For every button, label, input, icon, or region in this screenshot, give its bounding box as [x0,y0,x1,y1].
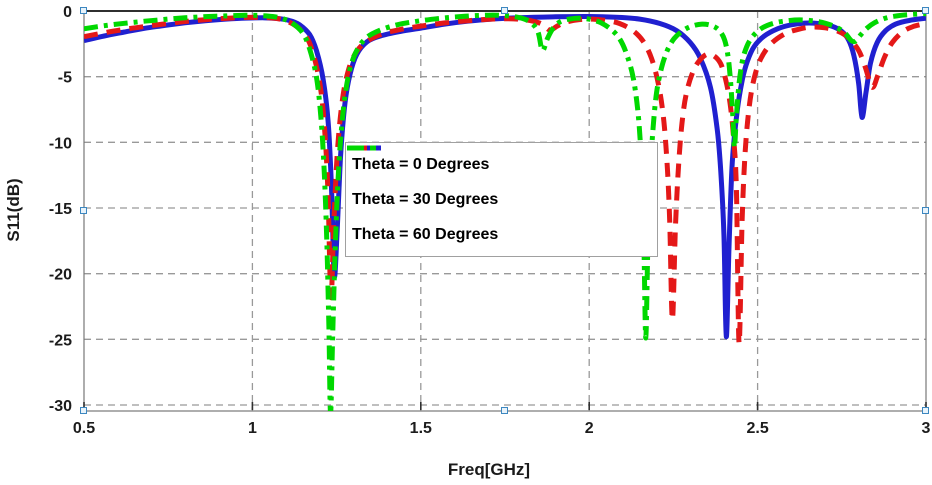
selection-handle-top-middle[interactable] [501,7,508,14]
y-tick-label: -15 [49,201,72,218]
selection-handle-bottom-left[interactable] [80,407,87,414]
x-tick-label: 1 [248,420,257,437]
x-axis-title: Freq[GHz] [447,460,531,479]
selection-handle-bottom-right[interactable] [922,407,929,414]
legend-item-theta-0[interactable]: Theta = 0 Degrees [347,145,651,174]
selection-handle-middle-left[interactable] [80,207,87,214]
x-tick-label: 3 [922,420,931,437]
y-axis-title: S11(dB) [4,178,23,242]
legend[interactable]: Theta = 0 Degrees Theta = 30 Degrees The… [345,142,658,257]
legend-label-theta-30: Theta = 30 Degrees [352,190,499,208]
legend-label-theta-0: Theta = 0 Degrees [352,155,490,173]
selection-handle-bottom-middle[interactable] [501,407,508,414]
y-tick-label: 0 [63,4,72,21]
legend-label-theta-60: Theta = 60 Degrees [352,225,499,243]
selection-handle-top-left[interactable] [80,7,87,14]
x-tick-label: 2.5 [746,420,768,437]
x-tick-label: 0.5 [73,420,95,437]
y-tick-label: -30 [49,398,72,415]
y-tick-label: -20 [49,267,72,284]
x-tick-label: 1.5 [410,420,432,437]
series-curve-1 [84,14,926,346]
legend-item-theta-30[interactable]: Theta = 30 Degrees [347,145,651,209]
selection-handle-top-right[interactable] [922,7,929,14]
y-tick-label: -5 [58,70,72,87]
legend-item-theta-60[interactable]: Theta = 60 Degrees [347,145,651,244]
y-tick-label: -25 [49,332,72,349]
x-tick-label: 2 [585,420,594,437]
selection-handle-middle-right[interactable] [922,207,929,214]
legend-line-sample-theta-60 [347,145,381,151]
y-tick-label: -10 [49,135,72,152]
series-curve-2 [84,11,926,411]
